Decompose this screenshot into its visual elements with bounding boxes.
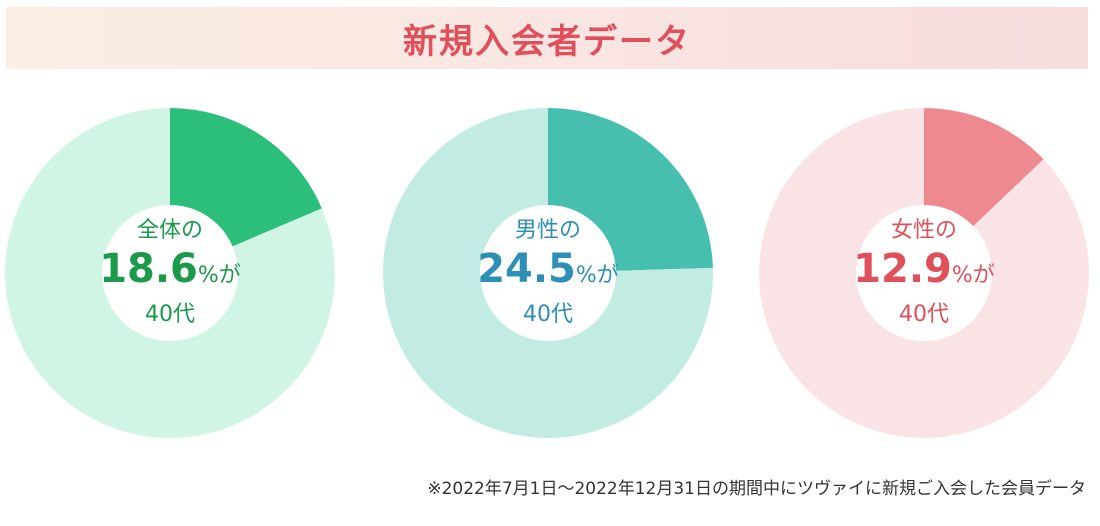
pie-age-group: 40代 (899, 301, 949, 327)
pie-label: 全体の (136, 217, 203, 243)
pie-center-label: 全体の 18.6 %が 40代 (5, 108, 335, 438)
pie-percent-suffix: %が (951, 262, 995, 288)
pie-percent: 24.5 (477, 245, 576, 292)
pie-center-hole (856, 205, 992, 341)
pie-center-label: 男性の 24.5 %が 40代 (383, 108, 713, 438)
pie-chart-female: 女性の 12.9 %が 40代 (759, 108, 1089, 438)
pie-center-label: 女性の 12.9 %が 40代 (759, 108, 1089, 438)
pie-chart-overall: 全体の 18.6 %が 40代 (5, 108, 335, 438)
pie-percent-line: 18.6 %が (99, 245, 241, 300)
pie-percent-line: 24.5 %が (477, 245, 619, 300)
pie-label: 男性の (514, 217, 581, 243)
pie-percent-suffix: %が (197, 262, 241, 288)
pie-center-hole (480, 205, 616, 341)
pie-age-group: 40代 (523, 301, 573, 327)
pie-age-group: 40代 (145, 301, 195, 327)
page-title: 新規入会者データ (403, 21, 691, 62)
pie-percent: 12.9 (853, 245, 952, 292)
pie-label: 女性の (890, 217, 957, 243)
pie-chart-male: 男性の 24.5 %が 40代 (383, 108, 713, 438)
pie-percent: 18.6 (99, 245, 198, 292)
pie-svg (759, 108, 1089, 438)
pie-percent-line: 12.9 %が (853, 245, 995, 300)
pie-slice-rest (5, 108, 335, 438)
footnote: ※2022年7月1日〜2022年12月31日の期間中にツヴァイに新規ご入会した会… (427, 479, 1086, 499)
pie-svg (383, 108, 713, 438)
pie-percent-suffix: %が (575, 262, 619, 288)
pie-svg (5, 108, 335, 438)
title-banner: 新規入会者データ (6, 7, 1088, 69)
pie-center-hole (102, 205, 238, 341)
